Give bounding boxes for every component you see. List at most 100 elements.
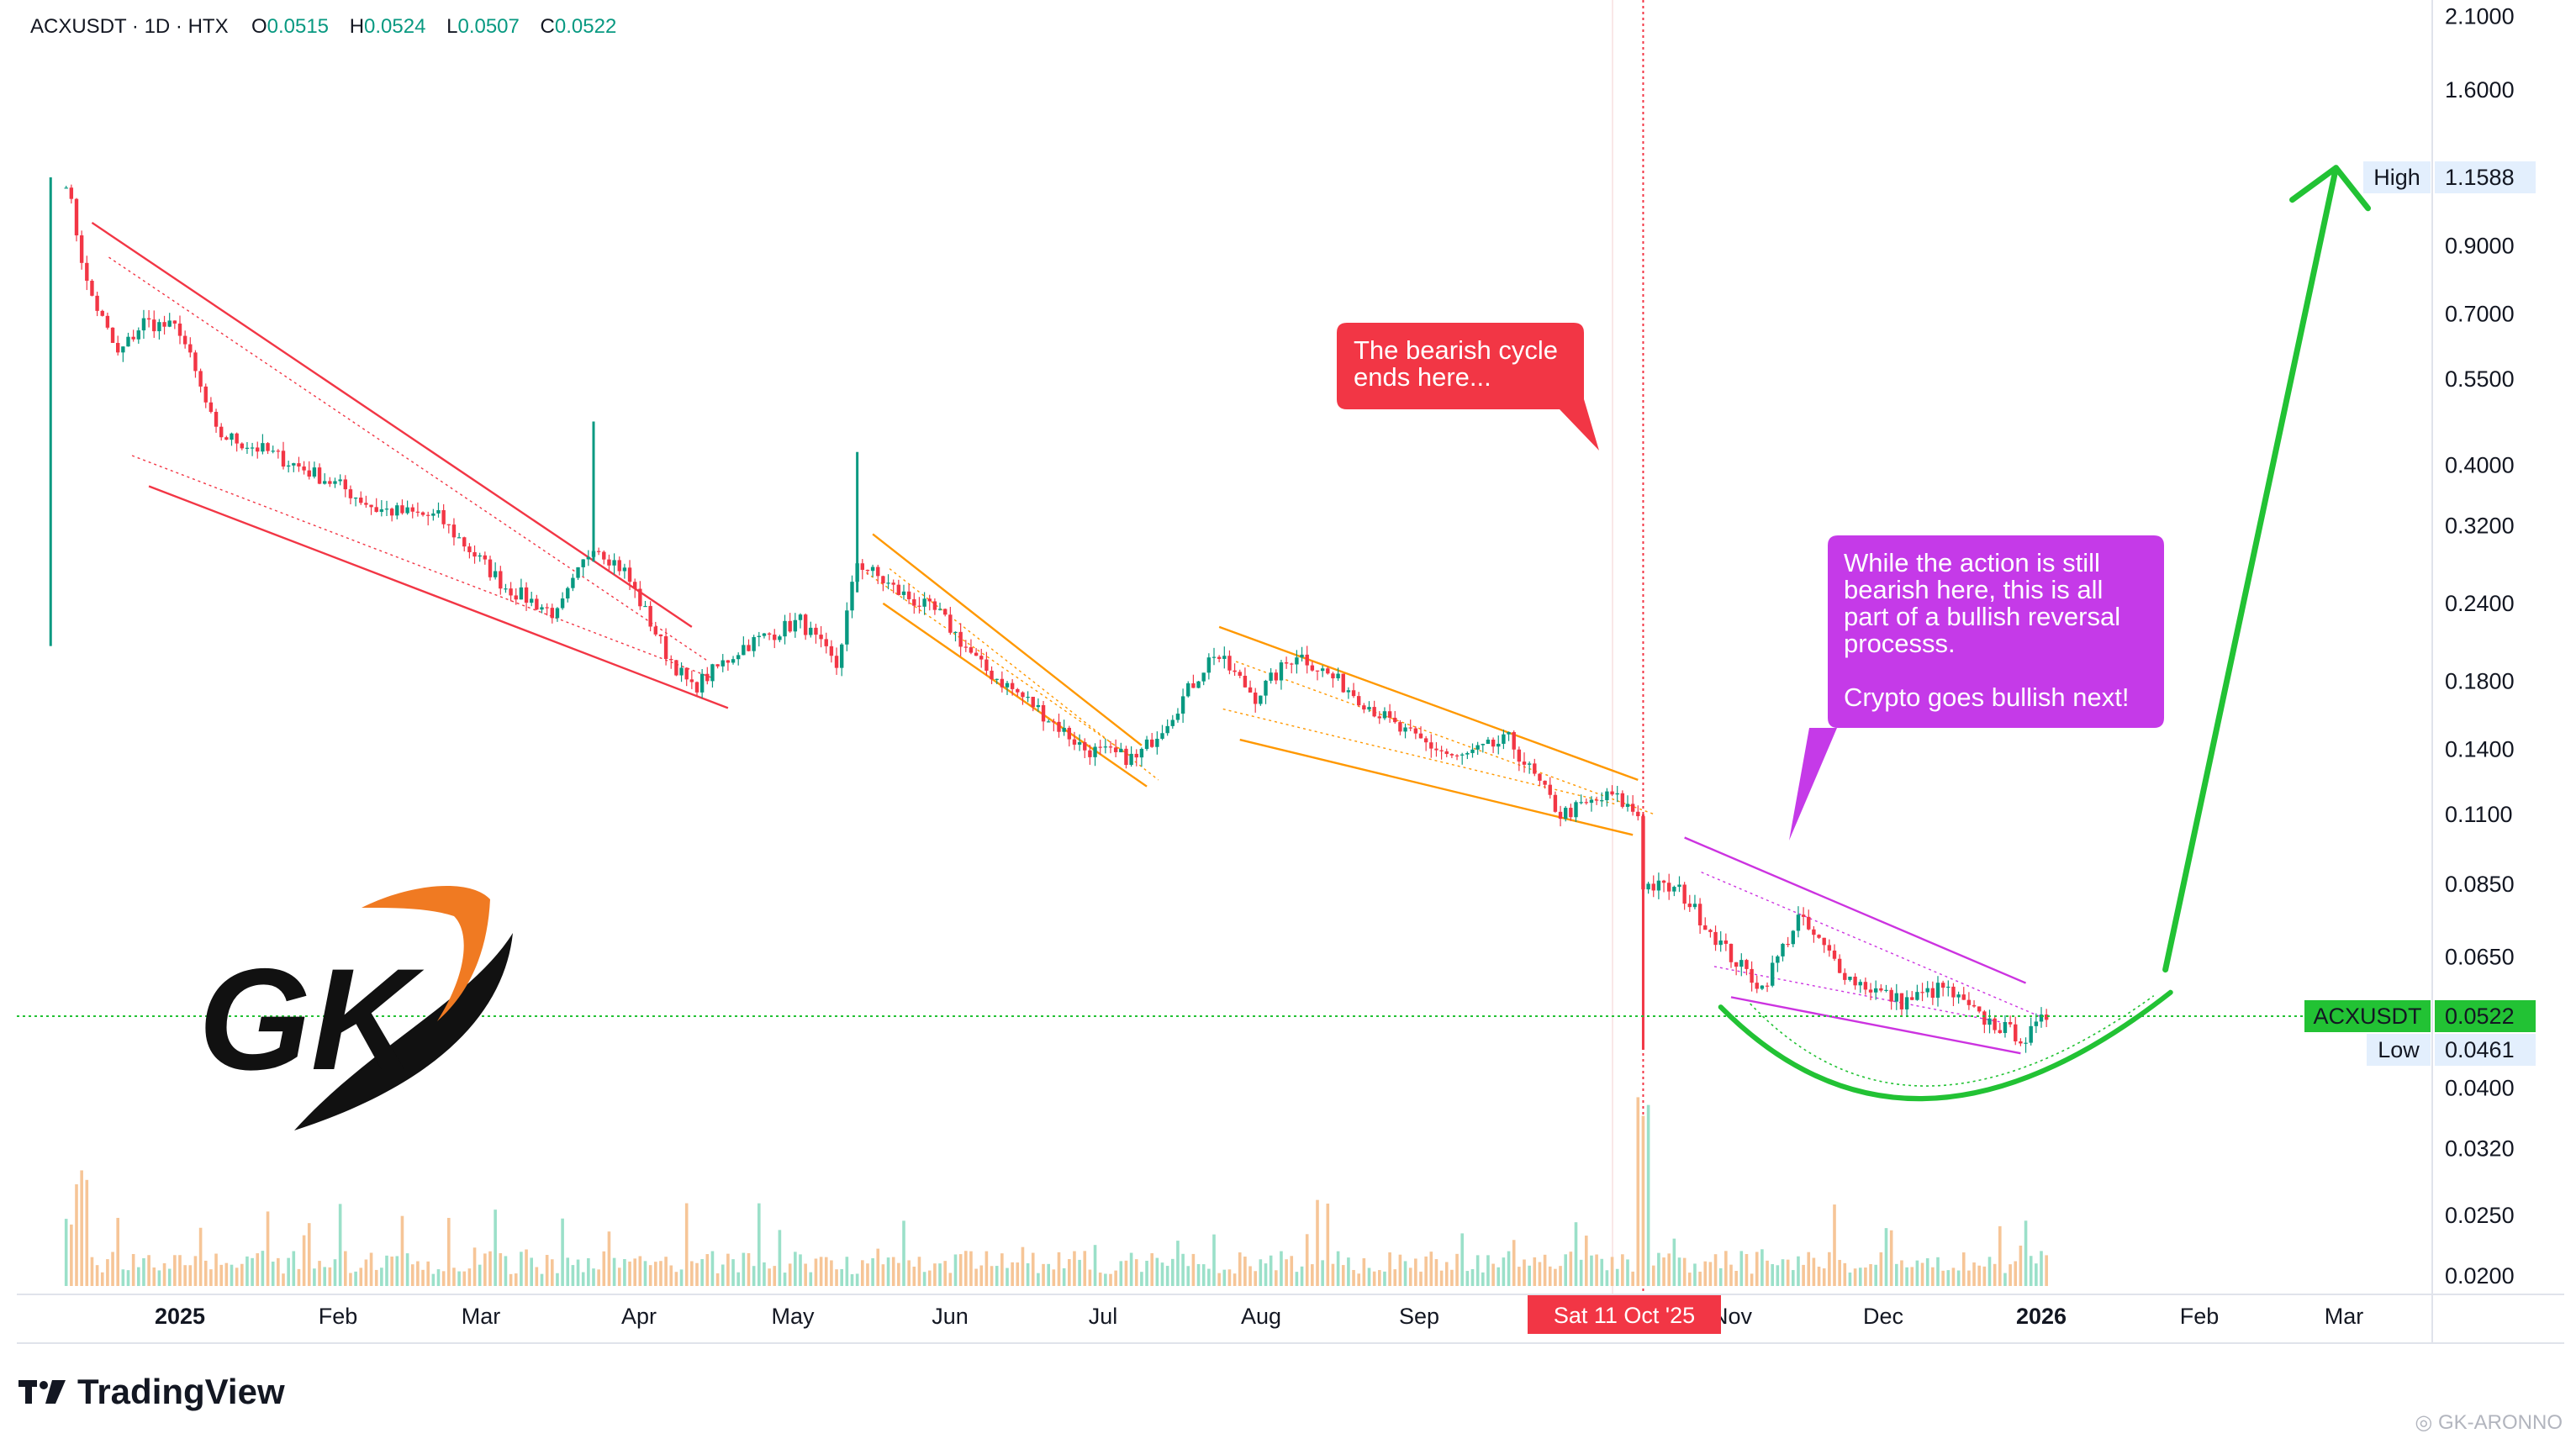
volume-bar: [1585, 1236, 1588, 1286]
candle-body: [1201, 672, 1206, 682]
volume-bar: [763, 1262, 766, 1286]
volume-bar: [1559, 1266, 1562, 1286]
volume-bar: [773, 1266, 777, 1286]
volume-bar: [891, 1257, 895, 1286]
volume-bar: [731, 1259, 735, 1286]
candle-body: [840, 644, 844, 668]
volume-bar: [447, 1217, 451, 1286]
price-tick-label: 0.3200: [2445, 513, 2515, 538]
candle-body: [1745, 960, 1749, 969]
candle-body: [509, 588, 513, 596]
candle-body: [602, 551, 606, 560]
price-tick-label: 0.0320: [2445, 1136, 2515, 1162]
candle-body: [157, 322, 161, 332]
candle-body: [1326, 668, 1330, 674]
volume-bar: [1068, 1259, 1071, 1286]
price-axis[interactable]: 2.1000 1.6000 0.9000 0.7000 0.5500 0.4000 0.32…: [2445, 4, 2515, 1289]
tradingview-brand[interactable]: TradingView: [18, 1372, 285, 1412]
candle-body: [1382, 711, 1387, 719]
price-label-name: High: [2373, 165, 2420, 190]
volume-bar: [1398, 1254, 1402, 1286]
volume-bar: [1502, 1257, 1506, 1286]
volume-bar: [1347, 1257, 1350, 1286]
candle-body: [1398, 722, 1402, 732]
volume-bar: [700, 1259, 704, 1286]
candle-body: [504, 588, 508, 590]
candle-body: [338, 479, 342, 482]
volume-bar: [648, 1265, 652, 1286]
price-tick-label: 0.9000: [2445, 233, 2515, 258]
volume-bar: [633, 1258, 636, 1286]
candle-body: [850, 582, 854, 611]
price-label-name: ACXUSDT: [2313, 1004, 2421, 1029]
volume-bar: [1093, 1245, 1097, 1286]
volume-bar: [1538, 1262, 1542, 1286]
volume-bar: [1657, 1252, 1660, 1286]
candle-body: [555, 608, 560, 619]
volume-bar: [1181, 1253, 1185, 1286]
candle-body: [1822, 937, 1826, 946]
volume-bar: [814, 1258, 818, 1286]
candle-body: [250, 447, 255, 449]
candle-body: [783, 620, 787, 637]
price-tick-label: 0.7000: [2445, 301, 2515, 326]
candle-body: [736, 655, 741, 660]
candle-body: [1874, 988, 1878, 993]
time-axis[interactable]: 2025 Feb Mar Apr May Jun Jul Aug Sep Nov Dec 2026 Fe…: [155, 1304, 2363, 1329]
candle-body: [1279, 662, 1284, 681]
candle-body: [1899, 993, 1904, 1009]
price-label-value-bg: [2435, 161, 2536, 193]
candle-body: [1227, 656, 1232, 671]
volume-bar: [374, 1269, 378, 1286]
candle-body: [1274, 672, 1278, 681]
volume-bar: [715, 1273, 720, 1286]
volume-bar: [90, 1257, 94, 1286]
volume-bar: [147, 1255, 150, 1286]
volume-bar: [964, 1251, 968, 1286]
candle-body: [1605, 791, 1609, 801]
candle-body: [860, 563, 864, 570]
high-value: 0.0524: [364, 15, 426, 38]
volume-bar: [897, 1262, 900, 1286]
volume-bar: [488, 1251, 492, 1286]
candle-body: [343, 479, 347, 490]
volume-bar: [830, 1260, 833, 1286]
candle-body: [369, 504, 373, 508]
volume-bar: [1201, 1264, 1206, 1286]
volume-bar: [1104, 1273, 1107, 1286]
volume-bar: [395, 1256, 399, 1286]
volume-bar: [1734, 1271, 1738, 1286]
volume-bar: [1636, 1097, 1640, 1286]
gk-logo: GK: [198, 885, 513, 1130]
candle-body: [436, 509, 441, 514]
volume-bar: [984, 1251, 989, 1286]
time-tick-label: Dec: [1863, 1304, 1903, 1329]
candle-body: [943, 609, 948, 615]
candle-body: [457, 537, 462, 539]
candle-body: [177, 323, 182, 336]
price-label-acxusdt: ACXUSDT 0.0522: [2304, 1000, 2536, 1033]
candle-body: [1755, 983, 1759, 989]
candle-body: [348, 489, 353, 498]
volume-bar: [1708, 1262, 1713, 1286]
volume-bar: [1724, 1251, 1728, 1286]
candle-body: [1791, 930, 1795, 945]
volume-bar: [1905, 1267, 1908, 1286]
channel-inner-lower: [1222, 708, 1617, 805]
volume-bar: [1879, 1252, 1883, 1286]
volume-bar: [684, 1203, 689, 1286]
price-tick-label: 0.2400: [2445, 591, 2515, 616]
volume-bar: [1646, 1104, 1650, 1286]
volume-bar: [504, 1256, 508, 1286]
candle-body: [912, 598, 916, 606]
volume-bar: [1408, 1267, 1412, 1286]
volume-bar: [1548, 1266, 1552, 1286]
candle-body: [121, 346, 125, 353]
candle-body: [2008, 1022, 2013, 1025]
candle-body: [705, 673, 710, 682]
candle-body: [1718, 940, 1723, 946]
candle-body: [1362, 705, 1366, 710]
candle-body: [1393, 717, 1397, 723]
candle-body: [1956, 994, 1961, 998]
